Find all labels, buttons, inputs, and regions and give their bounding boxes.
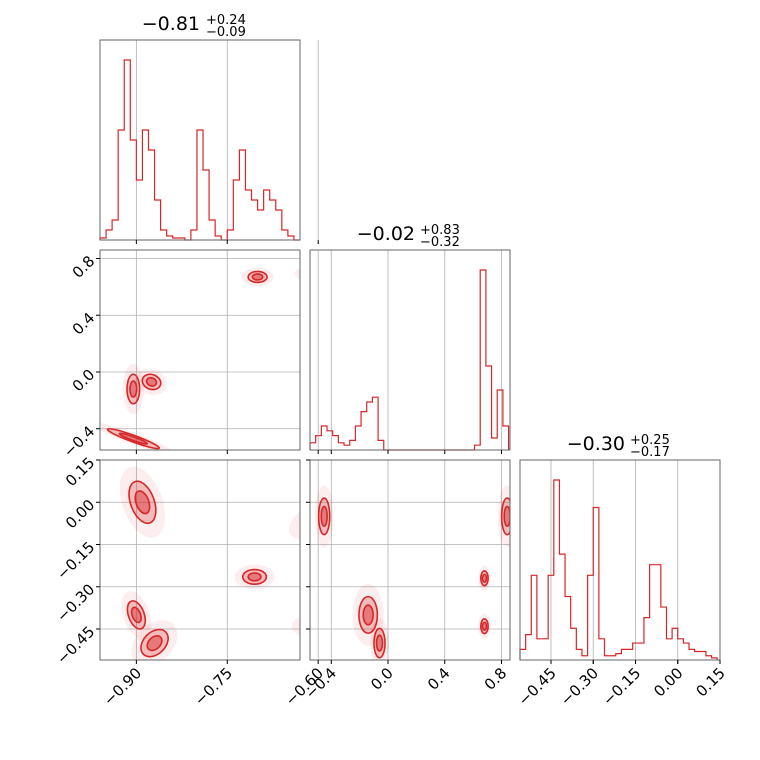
hist-panel-2 (519, 459, 721, 664)
density-contour-inner (362, 604, 374, 626)
density-contour-outer (358, 595, 379, 635)
density-contour-inner (481, 573, 488, 584)
density-contour-inner (375, 634, 384, 652)
y-tick-label: 0.4 (69, 309, 99, 339)
density-contour-inner (129, 380, 138, 398)
density-contour-inner (145, 376, 158, 387)
density-halo (478, 613, 491, 639)
x-tick-label: −0.45 (515, 664, 560, 709)
hist-panel-0 (99, 39, 319, 244)
x-tick-label: 0.00 (650, 664, 686, 700)
density-halo (291, 617, 300, 636)
density-halo (135, 368, 168, 395)
density-contour-inner (251, 273, 264, 281)
y-tick-label: −0.30 (53, 580, 98, 625)
density-contour-outer (128, 480, 157, 525)
x-tick-label: −0.15 (599, 664, 644, 709)
density-contour-outer (247, 270, 268, 284)
density-contour-inner (503, 505, 510, 527)
density-contour-inner (134, 490, 151, 515)
density-contour-inner (146, 634, 163, 652)
density-halo (241, 267, 274, 287)
density-contour-outer (373, 627, 386, 659)
hist-step-0 (99, 59, 300, 241)
x-tick-label: −0.90 (100, 664, 145, 709)
title-0-main: −0.81 (142, 13, 200, 35)
density-halo (122, 364, 144, 414)
density-contour-inner (481, 621, 488, 631)
density-halo (314, 485, 334, 548)
x-tick-label: 0.8 (481, 664, 511, 694)
title-2-sub: −0.17 (630, 445, 670, 460)
title-1-main: −0.02 (357, 223, 415, 245)
y-tick-label: 0.00 (62, 496, 98, 532)
hist2d-panel-0-1 (99, 243, 373, 451)
density-contour-inner (336, 249, 362, 262)
title-0-sup: +0.24 (206, 13, 246, 28)
blob-layer (119, 466, 300, 660)
blob-layer (314, 485, 510, 660)
blob-layer (100, 243, 373, 450)
hist2d-panel-0-2 (99, 459, 319, 661)
density-contour-outer (241, 568, 268, 586)
density-contour-inner (130, 606, 142, 624)
density-contour-inner (247, 572, 262, 582)
hist-frame-0 (99, 39, 301, 241)
density-contour-inner (320, 505, 328, 527)
x-tick-label: −0.30 (557, 664, 602, 709)
panel-frame (309, 459, 511, 661)
y-tick-label: −0.4 (60, 422, 98, 460)
panel-frame (99, 459, 301, 661)
density-contour-outer (317, 497, 331, 536)
title-2-sup: +0.25 (630, 433, 670, 448)
density-contour-outer (141, 373, 162, 391)
title-param-0: −0.81 +0.24 −0.09 (142, 13, 246, 40)
title-param-1: −0.02 +0.83 −0.32 (357, 223, 460, 250)
panel-frame (99, 249, 301, 451)
density-contour-outer (126, 373, 141, 405)
title-1-sup: +0.83 (420, 223, 460, 238)
title-0-sub: −0.09 (206, 25, 246, 40)
density-halo (100, 421, 178, 450)
y-tick-label: 0.0 (69, 366, 99, 396)
y-tick-label: −0.15 (53, 538, 98, 583)
density-contour-outer (140, 628, 169, 658)
x-tick-label: 0.4 (424, 664, 454, 694)
x-tick-label: −0.75 (191, 664, 236, 709)
hist2d-panel-1-2 (309, 459, 511, 661)
hist-step-1 (309, 269, 510, 451)
y-tick-label: 0.8 (69, 252, 99, 282)
density-contour-outer (325, 243, 373, 268)
density-halo (234, 564, 275, 590)
y-tick-label: −0.45 (53, 623, 98, 668)
density-halo (478, 565, 491, 591)
title-2-main: −0.30 (567, 433, 625, 455)
hist-panel-1 (309, 249, 511, 454)
hist-step-2 (519, 479, 718, 660)
x-tick-label: 0.0 (367, 664, 397, 694)
density-contour-inner (118, 432, 149, 445)
title-1-sub: −0.32 (420, 235, 460, 250)
y-tick-label: 0.15 (62, 454, 98, 490)
hist-frame-2 (519, 459, 721, 661)
title-param-2: −0.30 +0.25 −0.17 (567, 433, 670, 460)
x-tick-label: 0.15 (692, 664, 728, 700)
hist-frame-1 (309, 249, 511, 451)
